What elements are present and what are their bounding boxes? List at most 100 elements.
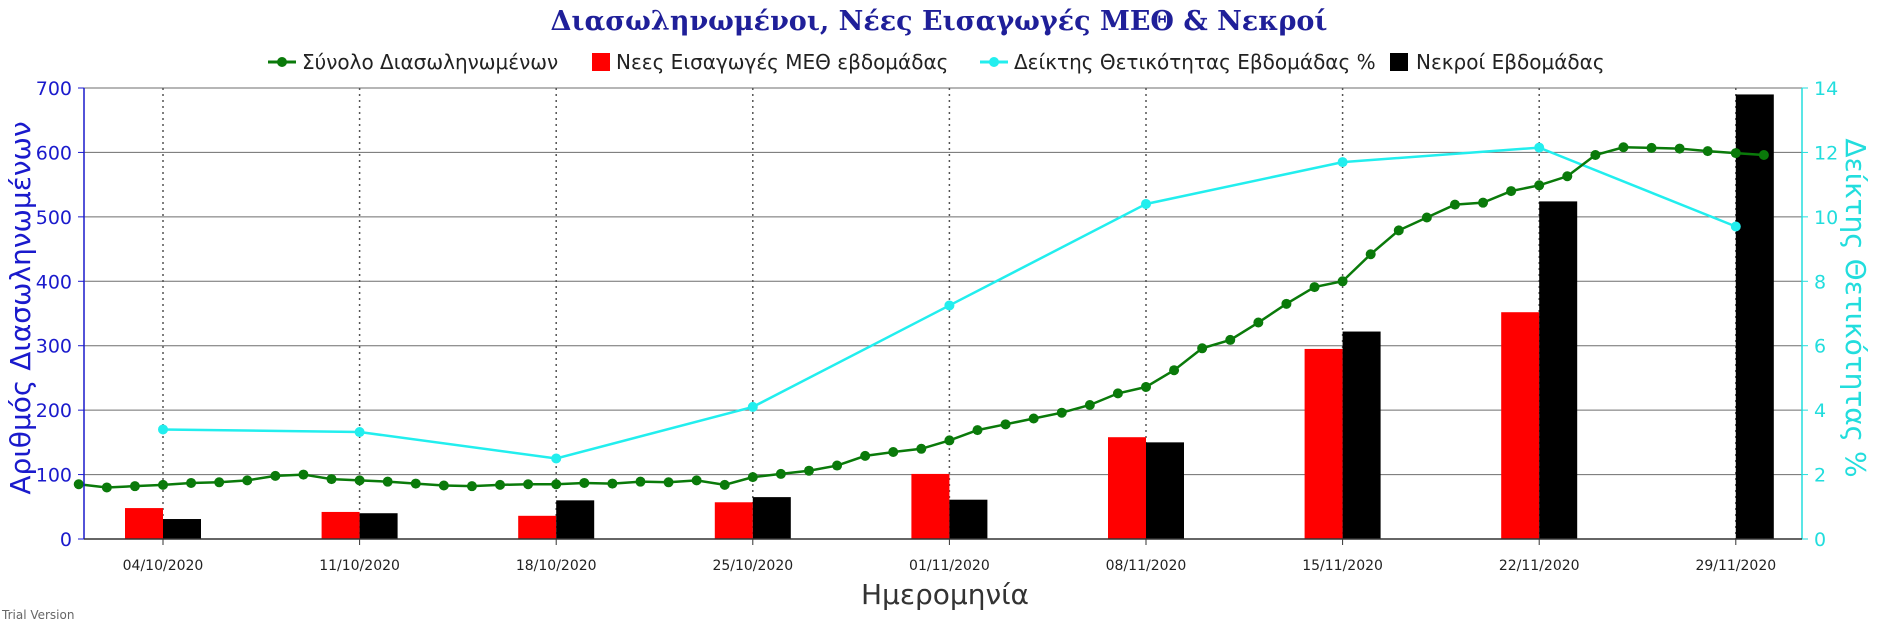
y-tick-label-left: 600 — [36, 142, 72, 164]
x-axis-label: Ημερομηνία — [861, 578, 1029, 611]
y-tick-label-right: 6 — [1814, 336, 1826, 358]
point-intubated — [1169, 365, 1180, 376]
point-intubated — [663, 477, 674, 488]
x-tick-label: 22/11/2020 — [1499, 558, 1580, 574]
bar-icu — [1304, 348, 1343, 539]
x-tick-label: 15/11/2020 — [1302, 558, 1383, 574]
point-intubated — [354, 475, 365, 486]
point-intubated — [916, 443, 927, 454]
point-intubated — [691, 475, 702, 486]
legend-label-icu: Νεες Εισαγωγές ΜΕΘ εβδομάδας — [616, 50, 948, 74]
y-tick-label-right: 10 — [1814, 207, 1838, 229]
y-tick-label-left: 100 — [36, 465, 72, 487]
bar-deaths — [163, 519, 201, 539]
bar-deaths — [359, 513, 398, 539]
legend-label-positivity: Δείκτης Θετικότητας Εβδομάδας % — [1014, 50, 1376, 74]
bar-icu — [125, 508, 163, 539]
point-intubated — [579, 477, 590, 488]
point-positivity — [1141, 198, 1151, 209]
point-intubated — [1197, 343, 1208, 354]
point-intubated — [860, 450, 871, 461]
point-intubated — [775, 468, 786, 479]
point-intubated — [1506, 186, 1517, 197]
y-tick-label-left: 300 — [36, 336, 72, 358]
point-intubated — [1449, 199, 1460, 210]
point-intubated — [158, 479, 168, 490]
bar-icu — [714, 502, 753, 539]
point-intubated — [944, 435, 955, 446]
legend-swatch-icu — [592, 53, 610, 71]
point-positivity — [1730, 221, 1741, 232]
point-intubated — [186, 477, 197, 488]
y-tick-label-right: 4 — [1814, 400, 1826, 422]
point-intubated — [719, 479, 730, 490]
point-intubated — [382, 476, 393, 487]
bar-deaths — [949, 499, 988, 539]
y-tick-label-right: 0 — [1814, 529, 1826, 551]
point-intubated — [747, 472, 758, 483]
point-intubated — [466, 481, 477, 492]
legend-label-intubated: Σύνολο Διασωληνωμένων — [302, 50, 558, 74]
bar-deaths — [1146, 442, 1184, 539]
lines — [73, 142, 1769, 493]
point-intubated — [888, 447, 899, 458]
point-positivity — [944, 300, 955, 311]
point-intubated — [1281, 298, 1292, 309]
bar-icu — [911, 473, 950, 539]
point-positivity — [1337, 157, 1348, 168]
point-positivity — [158, 424, 168, 435]
y-tick-label-right: 12 — [1814, 142, 1838, 164]
point-intubated — [214, 477, 225, 488]
point-intubated — [1646, 142, 1657, 153]
point-intubated — [1365, 249, 1376, 260]
bar-icu — [321, 511, 360, 539]
legend: Σύνολο Διασωληνωμένων Νεες Εισαγωγές ΜΕΘ… — [268, 50, 1605, 74]
point-intubated — [972, 425, 983, 436]
point-intubated — [101, 482, 112, 493]
point-intubated — [1028, 413, 1039, 424]
point-intubated — [73, 479, 84, 490]
point-intubated — [298, 469, 309, 480]
point-intubated — [1758, 150, 1769, 161]
point-positivity — [1534, 142, 1545, 153]
y-tick-label-left: 0 — [60, 529, 72, 551]
point-positivity — [354, 427, 365, 438]
point-intubated — [1225, 334, 1236, 345]
bar-deaths — [1342, 331, 1381, 539]
x-tick-label: 11/10/2020 — [319, 558, 400, 574]
point-intubated — [495, 479, 506, 490]
bar-icu — [1108, 437, 1146, 539]
bar-deaths — [752, 497, 791, 539]
point-intubated — [1309, 282, 1320, 293]
bar-deaths — [1539, 201, 1578, 539]
point-intubated — [551, 479, 562, 490]
y-tick-label-right: 8 — [1814, 271, 1826, 293]
point-intubated — [270, 470, 281, 481]
point-intubated — [1534, 180, 1545, 191]
point-intubated — [410, 478, 421, 489]
point-intubated — [1730, 148, 1741, 159]
y-tick-label-right: 14 — [1814, 78, 1838, 100]
legend-marker-intubated — [277, 57, 287, 67]
point-intubated — [607, 478, 618, 489]
point-intubated — [1112, 388, 1123, 399]
y-axis-label-left: Αριθμός Διασωληνωμένων — [4, 121, 37, 494]
legend-swatch-deaths — [1390, 53, 1408, 71]
point-intubated — [803, 465, 814, 476]
point-intubated — [1141, 381, 1151, 392]
point-intubated — [1393, 225, 1404, 236]
x-tick-label: 08/11/2020 — [1106, 558, 1187, 574]
y-tick-label-left: 200 — [36, 400, 72, 422]
point-intubated — [326, 474, 337, 485]
y-tick-label-left: 700 — [36, 78, 72, 100]
point-intubated — [242, 475, 253, 486]
grid — [84, 87, 1802, 539]
point-intubated — [1084, 399, 1095, 410]
chart-title: Διασωληνωμένοι, Νέες Εισαγωγές ΜΕΘ & Νεκ… — [550, 6, 1327, 37]
y-tick-label-left: 400 — [36, 271, 72, 293]
axes: 0 100 200 300 400 500 600 700 0 2 4 6 8 10 12 14 04/10/2… — [36, 78, 1838, 574]
legend-marker-positivity — [989, 57, 999, 67]
point-intubated — [1421, 212, 1432, 223]
x-tick-label: 04/10/2020 — [123, 558, 204, 574]
point-intubated — [1562, 171, 1573, 182]
